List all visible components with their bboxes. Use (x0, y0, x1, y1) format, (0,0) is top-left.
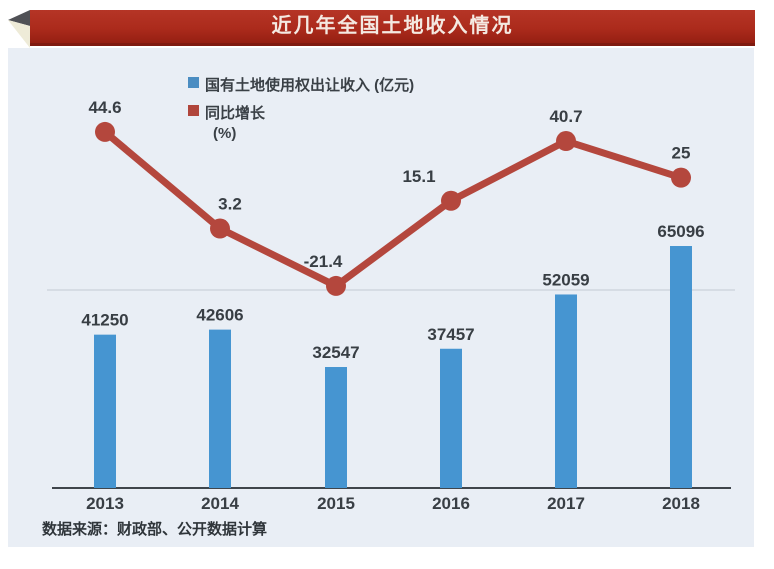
line-series (101, 128, 685, 290)
combo-chart: 41250 2013 42606 2014 32547 2015 37457 2016 5205… (47, 98, 735, 513)
bar-value-label: 65096 (657, 222, 704, 241)
legend-item-line-label: 同比增长 (%) (205, 102, 265, 142)
bar (325, 367, 347, 488)
chart-legend: 国有土地使用权出让收入 (亿元) 同比增长 (%) (188, 74, 414, 149)
line-value-label: 15.1 (402, 167, 435, 186)
line-point (210, 218, 230, 239)
line-point (556, 131, 576, 152)
line-value-label: 44.6 (88, 98, 121, 117)
legend-item-bar: 国有土地使用权出让收入 (亿元) (188, 74, 414, 95)
line-point (95, 121, 115, 142)
legend-line-unit: (%) (213, 125, 237, 142)
line-value-label: -21.4 (304, 252, 343, 271)
bar-value-label: 52059 (542, 270, 589, 289)
ribbon-fold-dark (8, 10, 30, 26)
bar (94, 334, 116, 488)
x-tick-label: 2018 (662, 494, 700, 513)
legend-line-label-text: 同比增长 (205, 105, 266, 122)
bar-value-label: 42606 (196, 306, 243, 325)
page-title: 近几年全国土地收入情况 (271, 15, 514, 37)
banner-bar: 近几年全国土地收入情况 (30, 10, 755, 46)
bar-value-label: 32547 (312, 343, 359, 362)
line-value-label: 25 (672, 144, 691, 163)
x-tick-label: 2017 (547, 494, 585, 513)
bar-value-label: 37457 (427, 325, 474, 344)
x-tick-label: 2014 (201, 494, 239, 513)
x-tick-label: 2013 (86, 494, 124, 513)
line-point (671, 167, 691, 188)
bar (209, 329, 231, 488)
bar-series-swatch-icon (188, 77, 199, 88)
line-point (441, 190, 461, 211)
line-series-swatch-icon (188, 105, 199, 116)
bar (670, 246, 692, 488)
x-tick-label: 2016 (432, 494, 470, 513)
ribbon-fold-icon (8, 10, 30, 48)
bar (555, 294, 577, 488)
data-source-note: 数据来源：财政部、公开数据计算 (42, 521, 268, 538)
bar-value-label: 41250 (81, 311, 128, 330)
bar (440, 348, 462, 488)
ribbon-fold-light (8, 20, 30, 48)
chart-panel: 41250 2013 42606 2014 32547 2015 37457 2016 5205… (8, 48, 754, 547)
legend-item-bar-label: 国有土地使用权出让收入 (亿元) (205, 77, 415, 94)
x-tick-label: 2015 (317, 494, 355, 513)
line-point (326, 275, 346, 296)
legend-item-line: 同比增长 (%) (188, 102, 414, 142)
line-value-label: 40.7 (549, 107, 582, 126)
line-value-label: 3.2 (218, 195, 242, 214)
